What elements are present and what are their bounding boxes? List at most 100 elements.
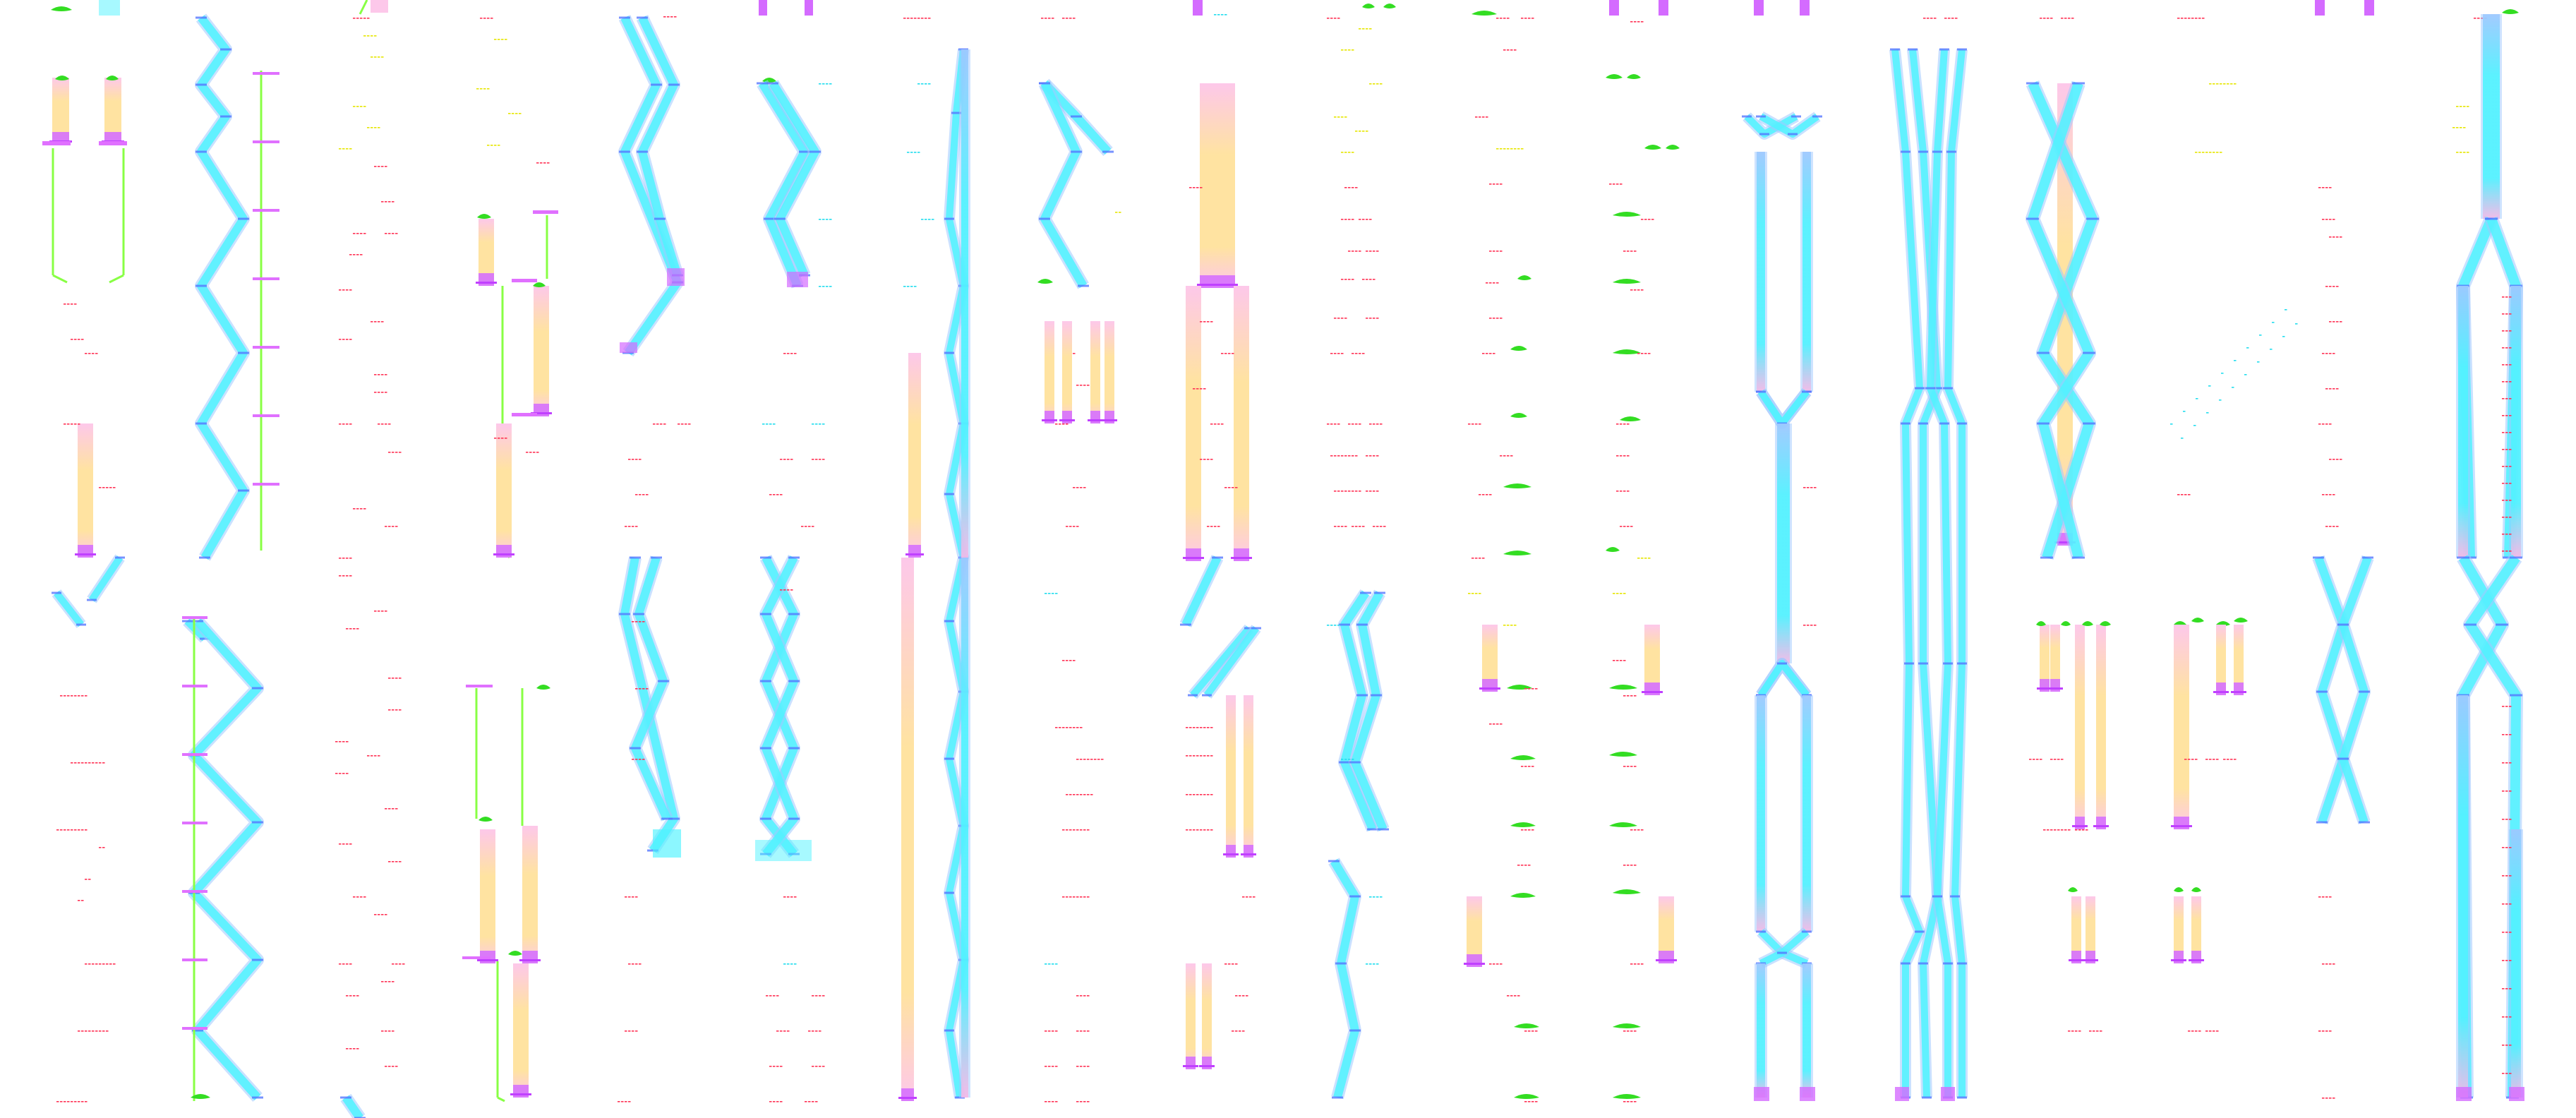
- label-dash: [1362, 526, 1365, 527]
- label-dash: [346, 995, 349, 997]
- label-dash: [625, 1030, 627, 1032]
- label-dash: [1344, 491, 1347, 492]
- label-dash: [1616, 660, 1619, 661]
- label-dash: [1069, 526, 1072, 527]
- label-dash: [1930, 18, 1933, 19]
- label-dash: [1080, 829, 1083, 831]
- track-end: [1800, 0, 1810, 16]
- label-dash: [2061, 759, 2064, 760]
- label-dash: [2502, 449, 2505, 450]
- label-dash: [1193, 829, 1196, 831]
- label-dash: [2188, 759, 2191, 760]
- label-dash: [1076, 829, 1079, 831]
- label-dash: [381, 1030, 384, 1032]
- label-dash: [1479, 558, 1481, 559]
- platform: [42, 141, 71, 145]
- label-dash: [399, 678, 402, 679]
- label-dash: [498, 39, 500, 40]
- track-node: [2072, 556, 2085, 559]
- track-end: [2364, 0, 2374, 16]
- label-dash: [1352, 219, 1354, 220]
- label-dash: [1503, 455, 1506, 457]
- label-dash: [928, 83, 931, 85]
- label-dash: [1627, 865, 1630, 866]
- label-dash: [1080, 759, 1083, 760]
- label-dash: [2325, 388, 2328, 390]
- label-dash: [2502, 534, 2505, 535]
- label-dash: [1073, 829, 1076, 831]
- label-dash: [106, 1030, 109, 1032]
- label-dash: [2325, 353, 2328, 354]
- green-rail: [497, 1096, 505, 1102]
- label-dash: [2325, 286, 2328, 287]
- label-dash: [2223, 759, 2226, 760]
- label-dash: [1376, 251, 1379, 252]
- label-dash: [1609, 184, 1612, 185]
- track-node: [1777, 662, 1787, 665]
- label-dash: [2325, 1098, 2328, 1099]
- label-dash: [1080, 794, 1083, 795]
- track-end: [1754, 0, 1764, 16]
- label-dash: [1479, 593, 1481, 594]
- label-dash: [1651, 219, 1654, 220]
- label-dash: [2502, 466, 2505, 467]
- label-dash: [1366, 28, 1368, 30]
- label-dash: [1500, 184, 1503, 185]
- block-base: [2037, 687, 2052, 690]
- label-dash: [2209, 1030, 2212, 1032]
- label-dash: [1493, 963, 1495, 965]
- label-dash: [349, 995, 352, 997]
- label-dash: [2463, 152, 2466, 153]
- label-dash: [360, 233, 363, 234]
- track-node: [2337, 623, 2349, 626]
- block-cap: [1202, 1057, 1212, 1069]
- label-dash: [1087, 1030, 1090, 1032]
- label-dash: [402, 963, 405, 965]
- label-dash: [787, 963, 790, 965]
- label-dash: [1210, 829, 1213, 831]
- lane-track: [1944, 49, 1966, 1098]
- label-dash: [1528, 18, 1531, 19]
- platform: [462, 956, 490, 959]
- label-dash: [2502, 364, 2505, 366]
- label-dash: [102, 1030, 105, 1032]
- track-end: [1941, 1087, 1955, 1101]
- track-node: [2510, 556, 2522, 559]
- block-cap: [2050, 679, 2060, 692]
- label-dash: [2502, 1073, 2505, 1074]
- label-dash: [2456, 127, 2459, 128]
- label-dash: [1803, 487, 1806, 488]
- platform: [182, 822, 207, 824]
- label-dash: [635, 494, 638, 495]
- track-node: [195, 150, 207, 153]
- label-dash: [1062, 660, 1065, 661]
- label-dash: [494, 438, 497, 439]
- label-dash: [2068, 1030, 2071, 1032]
- label-dash: [1045, 593, 1047, 594]
- label-dash: [2188, 1030, 2191, 1032]
- label-dash: [787, 896, 790, 898]
- label-dash: [2333, 236, 2335, 238]
- block-sprite: [908, 353, 921, 558]
- label-dash: [1073, 660, 1076, 661]
- label-dash: [2505, 347, 2508, 349]
- track-node: [1901, 962, 1910, 965]
- label-dash: [917, 152, 920, 153]
- track-node: [354, 1117, 366, 1118]
- track-node: [1180, 623, 1191, 626]
- label-dash: [2509, 483, 2512, 484]
- label-dash: [381, 611, 384, 612]
- label-dash: [1055, 1101, 1058, 1102]
- label-dash: [92, 963, 95, 965]
- track-node: [199, 556, 210, 559]
- green-marker: [1613, 1023, 1641, 1028]
- label-dash: [360, 18, 363, 19]
- label-dash: [914, 152, 917, 153]
- label-dash: [2043, 829, 2046, 831]
- label-dash: [1620, 526, 1623, 527]
- label-dash: [74, 762, 77, 764]
- label-dash: [487, 18, 490, 19]
- block-base: [1223, 853, 1239, 855]
- label-dash: [1475, 423, 1478, 425]
- label-dash: [2322, 1030, 2325, 1032]
